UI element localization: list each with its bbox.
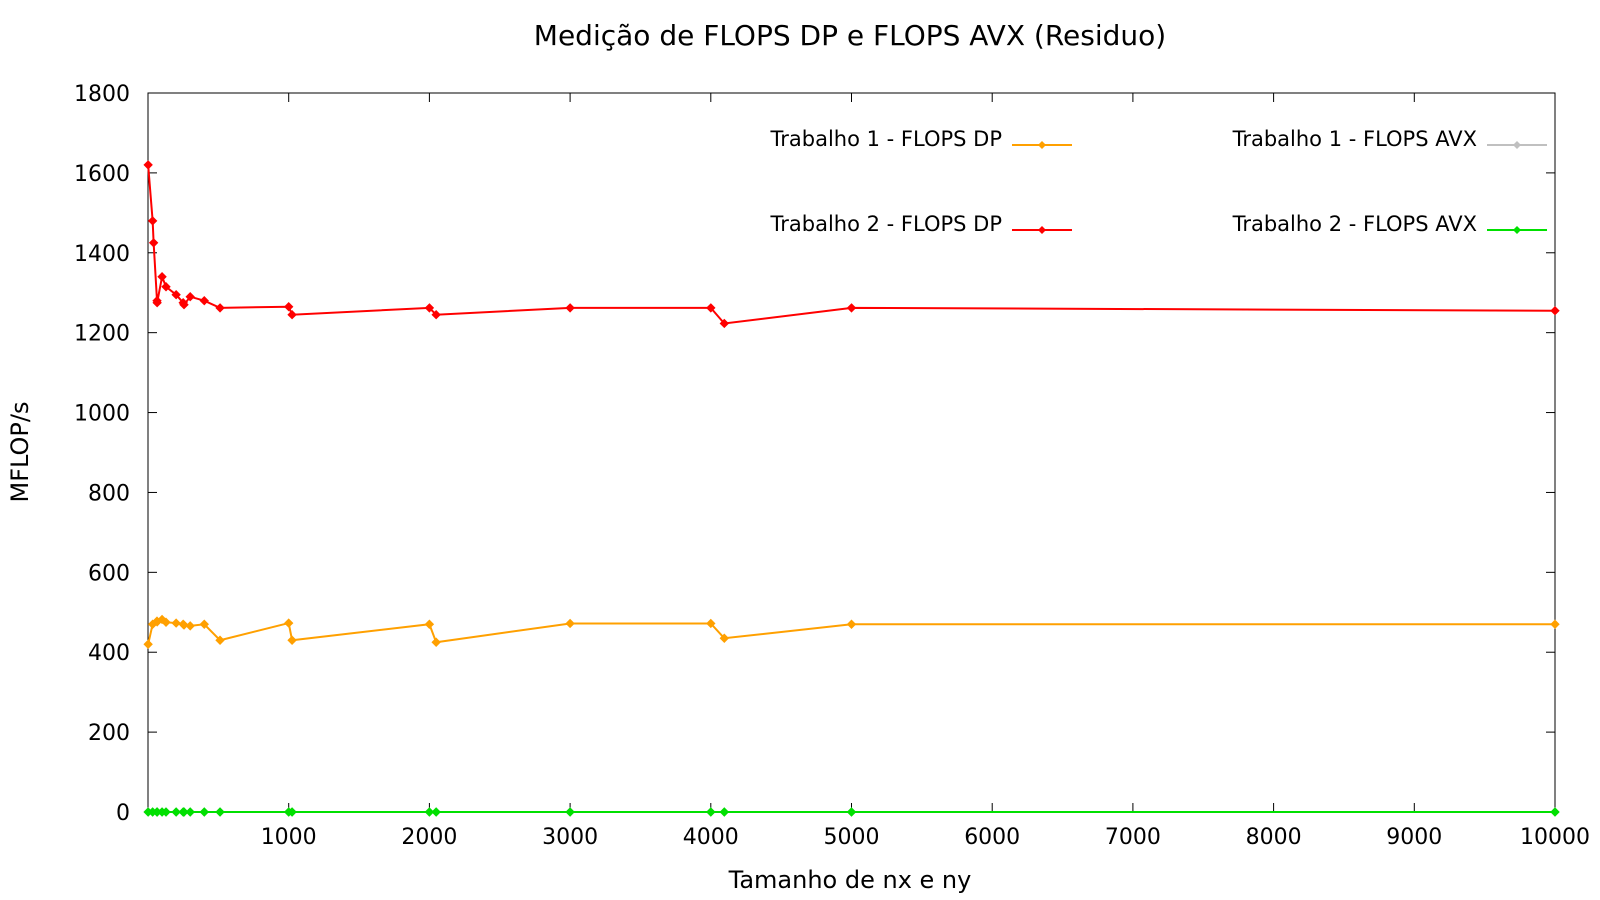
data-point xyxy=(1550,619,1560,629)
series-layer xyxy=(143,160,1560,817)
data-point xyxy=(143,160,153,170)
legend-swatch-marker xyxy=(1513,141,1521,149)
y-tick-label: 1400 xyxy=(74,242,130,267)
data-point xyxy=(179,807,189,817)
legend-label: Trabalho 2 - FLOPS DP xyxy=(770,212,1002,236)
data-point xyxy=(706,618,716,629)
data-point xyxy=(846,303,857,313)
data-point xyxy=(171,290,181,300)
x-tick-label: 4000 xyxy=(683,825,739,850)
x-tick-label: 6000 xyxy=(964,825,1020,850)
data-point xyxy=(199,807,209,817)
data-point xyxy=(1550,305,1560,316)
data-point xyxy=(171,618,181,628)
legend-label: Trabalho 1 - FLOPS AVX xyxy=(1232,127,1477,151)
data-point xyxy=(185,292,195,302)
legend: Trabalho 1 - FLOPS DP Trabalho 1 - FLOPS … xyxy=(770,127,1547,236)
axes: 0 200 400 600 800 1000 1200 1400 1600 1800 1000 200… xyxy=(74,82,1590,850)
data-point xyxy=(719,318,730,329)
data-point xyxy=(199,296,209,306)
data-point xyxy=(1550,807,1560,817)
y-tick-label: 1200 xyxy=(74,322,130,347)
data-point xyxy=(283,301,294,312)
data-point xyxy=(846,619,857,629)
legend-swatch-marker xyxy=(1038,226,1046,234)
series-2 xyxy=(143,160,1560,329)
x-tick-label: 5000 xyxy=(824,825,880,850)
y-tick-label: 0 xyxy=(116,801,130,826)
data-point xyxy=(424,619,435,629)
data-point xyxy=(287,635,297,645)
data-point xyxy=(215,303,225,313)
y-tick-label: 200 xyxy=(88,721,130,746)
y-axis-title: MFLOP/s xyxy=(6,402,34,503)
data-point xyxy=(431,807,441,817)
data-point xyxy=(147,216,158,226)
x-tick-label: 10000 xyxy=(1520,825,1590,850)
data-point xyxy=(185,621,195,631)
legend-label: Trabalho 2 - FLOPS AVX xyxy=(1232,212,1477,236)
y-tick-label: 1000 xyxy=(74,402,130,427)
legend-label: Trabalho 1 - FLOPS DP xyxy=(770,127,1002,151)
data-point xyxy=(161,282,171,292)
series-3 xyxy=(143,807,1560,817)
data-point xyxy=(179,299,189,310)
data-point xyxy=(719,807,730,817)
legend-swatch-marker xyxy=(1513,226,1521,234)
data-point xyxy=(719,633,730,643)
y-tick-label: 800 xyxy=(88,481,130,506)
x-tick-label: 9000 xyxy=(1386,825,1442,850)
data-point xyxy=(157,614,167,625)
data-point xyxy=(565,303,575,313)
legend-swatch-marker xyxy=(1038,141,1046,149)
data-point xyxy=(846,807,857,817)
x-axis-title: Tamanho de nx e ny xyxy=(728,866,972,894)
data-point xyxy=(287,309,297,320)
y-tick-label: 1600 xyxy=(74,162,130,187)
data-point xyxy=(143,639,153,649)
x-tick-label: 8000 xyxy=(1246,825,1302,850)
plot-frame xyxy=(147,92,1556,813)
data-point xyxy=(283,618,294,628)
data-point xyxy=(424,303,435,313)
x-tick-label: 1000 xyxy=(261,825,317,850)
data-point xyxy=(161,807,171,817)
y-tick-label: 400 xyxy=(88,641,130,666)
data-point xyxy=(157,272,167,282)
data-point xyxy=(706,303,716,313)
data-point xyxy=(287,807,297,817)
x-tick-label: 7000 xyxy=(1105,825,1161,850)
data-point xyxy=(431,637,441,647)
y-tick-label: 600 xyxy=(88,561,130,586)
data-point xyxy=(424,807,435,817)
x-tick-label: 2000 xyxy=(401,825,457,850)
series-0 xyxy=(143,614,1560,649)
series-line xyxy=(147,164,1556,325)
data-point xyxy=(171,807,181,817)
data-point xyxy=(185,807,195,817)
data-point xyxy=(706,807,716,817)
chart-title: Medição de FLOPS DP e FLOPS AVX (Residuo… xyxy=(534,19,1166,52)
data-point xyxy=(148,238,159,248)
data-point xyxy=(161,617,171,627)
data-point xyxy=(565,618,575,629)
data-point xyxy=(431,309,441,320)
y-tick-label: 1800 xyxy=(74,82,130,107)
data-point xyxy=(215,635,225,645)
data-point xyxy=(152,298,162,308)
x-tick-label: 3000 xyxy=(542,825,598,850)
data-point xyxy=(565,807,575,817)
data-point xyxy=(199,619,209,629)
data-point xyxy=(179,620,189,630)
data-point xyxy=(215,807,225,817)
